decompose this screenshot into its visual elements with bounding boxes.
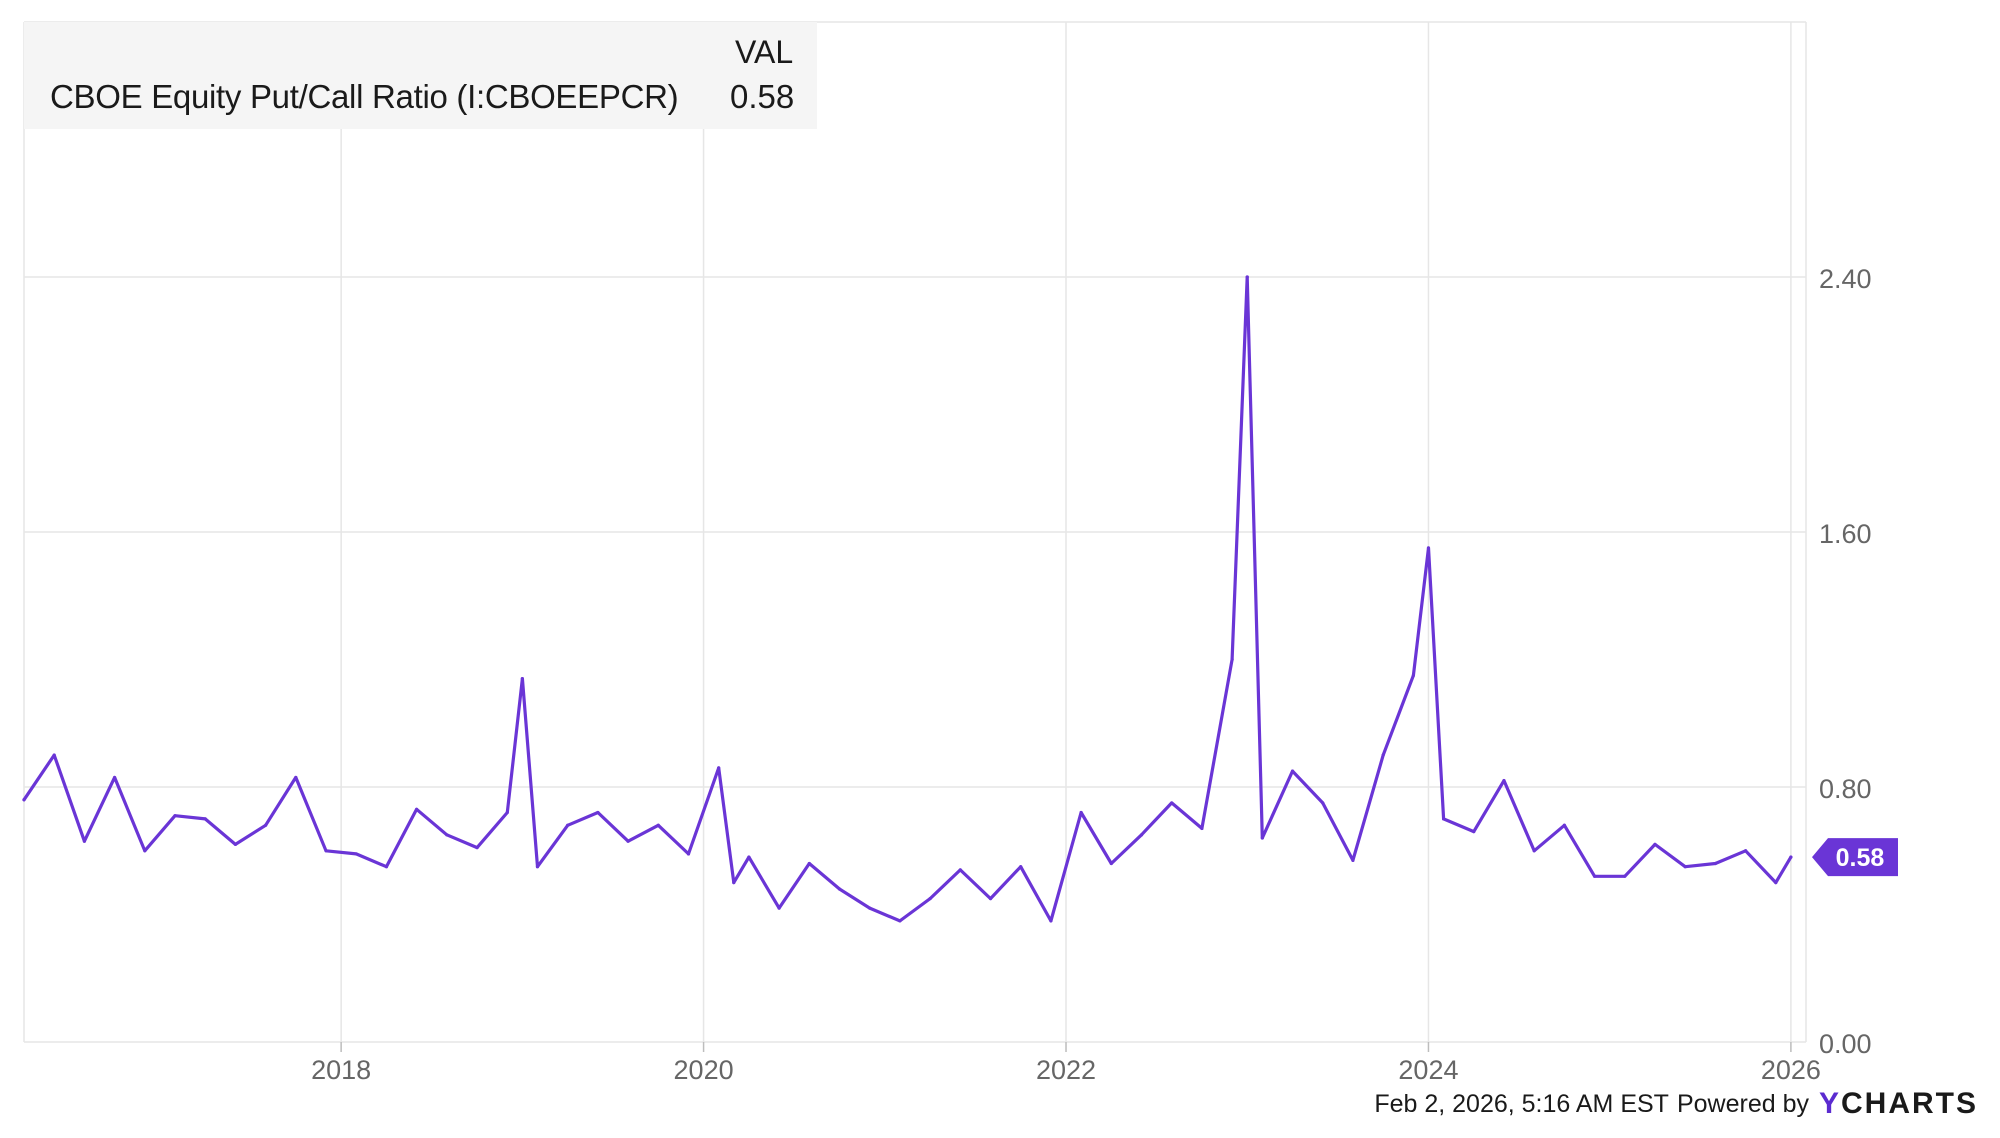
footer: Feb 2, 2026, 5:16 AM EST Powered by Y CH… [1374, 1084, 1978, 1124]
data-point [1653, 842, 1657, 846]
y-axis-ticks: 0.00 0.80 1.60 2.40 [1819, 264, 1872, 1059]
data-point [1351, 858, 1355, 862]
data-point [505, 810, 509, 815]
data-point [354, 852, 358, 856]
data-point [143, 849, 147, 853]
x-tick-label: 2020 [674, 1055, 734, 1085]
data-point [1426, 546, 1431, 550]
data-point [717, 766, 721, 770]
data-point [626, 839, 630, 843]
data-point [732, 881, 736, 885]
data-point [1260, 836, 1264, 840]
data-point [264, 823, 268, 827]
data-point [203, 817, 207, 821]
data-point [82, 839, 87, 843]
series-layer [22, 275, 1793, 923]
x-tick-label: 2024 [1398, 1055, 1458, 1085]
data-point [52, 753, 56, 757]
data-point [1200, 826, 1204, 831]
data-point [324, 849, 328, 853]
data-point [596, 810, 600, 815]
data-point [1411, 673, 1415, 678]
data-point [1170, 801, 1174, 805]
data-point [1502, 779, 1506, 783]
data-point [777, 906, 781, 910]
x-tick-label: 2026 [1761, 1055, 1821, 1085]
logo-mark: Y [1818, 1087, 1841, 1120]
x-tick-label: 2018 [311, 1055, 371, 1085]
data-point [1290, 769, 1295, 773]
data-point [1079, 810, 1083, 815]
data-point [445, 833, 449, 837]
legend-header: VAL [735, 34, 794, 70]
data-point [837, 887, 842, 891]
data-point [1774, 881, 1778, 885]
data-point [1230, 657, 1234, 662]
data-point [233, 842, 238, 846]
data-point [1381, 753, 1385, 757]
data-point [1019, 865, 1023, 869]
data-point [415, 807, 419, 811]
y-tick-label: 0.00 [1819, 1029, 1872, 1059]
data-point [294, 775, 298, 780]
series-line [22, 275, 1793, 923]
data-point [1109, 861, 1113, 866]
x-axis-ticks: 2018 2020 2022 2024 2026 [311, 1042, 1821, 1085]
legend-series-value: 0.58 [730, 78, 795, 115]
data-point [1245, 275, 1249, 279]
data-point [1139, 833, 1144, 837]
data-point [868, 906, 872, 910]
data-point [1472, 830, 1476, 834]
data-point [384, 865, 389, 869]
powered-by-text: Powered by [1676, 1089, 1809, 1118]
data-point [686, 852, 691, 856]
legend-series-name[interactable]: CBOE Equity Put/Call Ratio (I:CBOEEPCR) [50, 78, 679, 115]
x-tick-label: 2022 [1036, 1055, 1096, 1085]
data-point [988, 896, 993, 901]
data-point [1623, 874, 1627, 878]
data-point [1321, 801, 1325, 805]
data-point [1532, 849, 1536, 853]
data-point [747, 855, 751, 859]
data-point [520, 677, 524, 681]
data-point [1592, 874, 1597, 878]
data-point [1441, 817, 1446, 821]
data-point [1049, 919, 1053, 923]
data-point [1743, 849, 1748, 853]
legend: VAL CBOE Equity Put/Call Ratio (I:CBOEEP… [24, 22, 817, 129]
badge-shape [1812, 838, 1898, 877]
data-point [1713, 861, 1717, 866]
data-point [898, 919, 902, 923]
data-point [173, 814, 177, 818]
timestamp: Feb 2, 2026, 5:16 AM EST [1374, 1089, 1669, 1118]
badge-label: 0.58 [1836, 844, 1885, 872]
grid [23, 21, 1807, 1043]
data-point [958, 868, 962, 872]
data-point [475, 845, 479, 850]
data-point [807, 861, 811, 866]
data-point [1789, 855, 1793, 859]
logo-wordmark: CHARTS [1841, 1087, 1978, 1120]
data-point [22, 798, 26, 802]
data-point [928, 896, 932, 901]
data-point [1683, 865, 1687, 869]
y-tick-label: 1.60 [1819, 519, 1872, 549]
data-point [113, 775, 117, 780]
data-point [566, 823, 570, 827]
data-point [656, 823, 660, 827]
y-tick-label: 0.80 [1819, 774, 1872, 804]
data-point [1562, 823, 1566, 827]
data-point [535, 865, 540, 869]
y-tick-label: 2.40 [1819, 264, 1872, 294]
last-value-badge: 0.58 [1812, 838, 1898, 877]
ycharts-logo[interactable]: Y CHARTS [1819, 1087, 1978, 1121]
